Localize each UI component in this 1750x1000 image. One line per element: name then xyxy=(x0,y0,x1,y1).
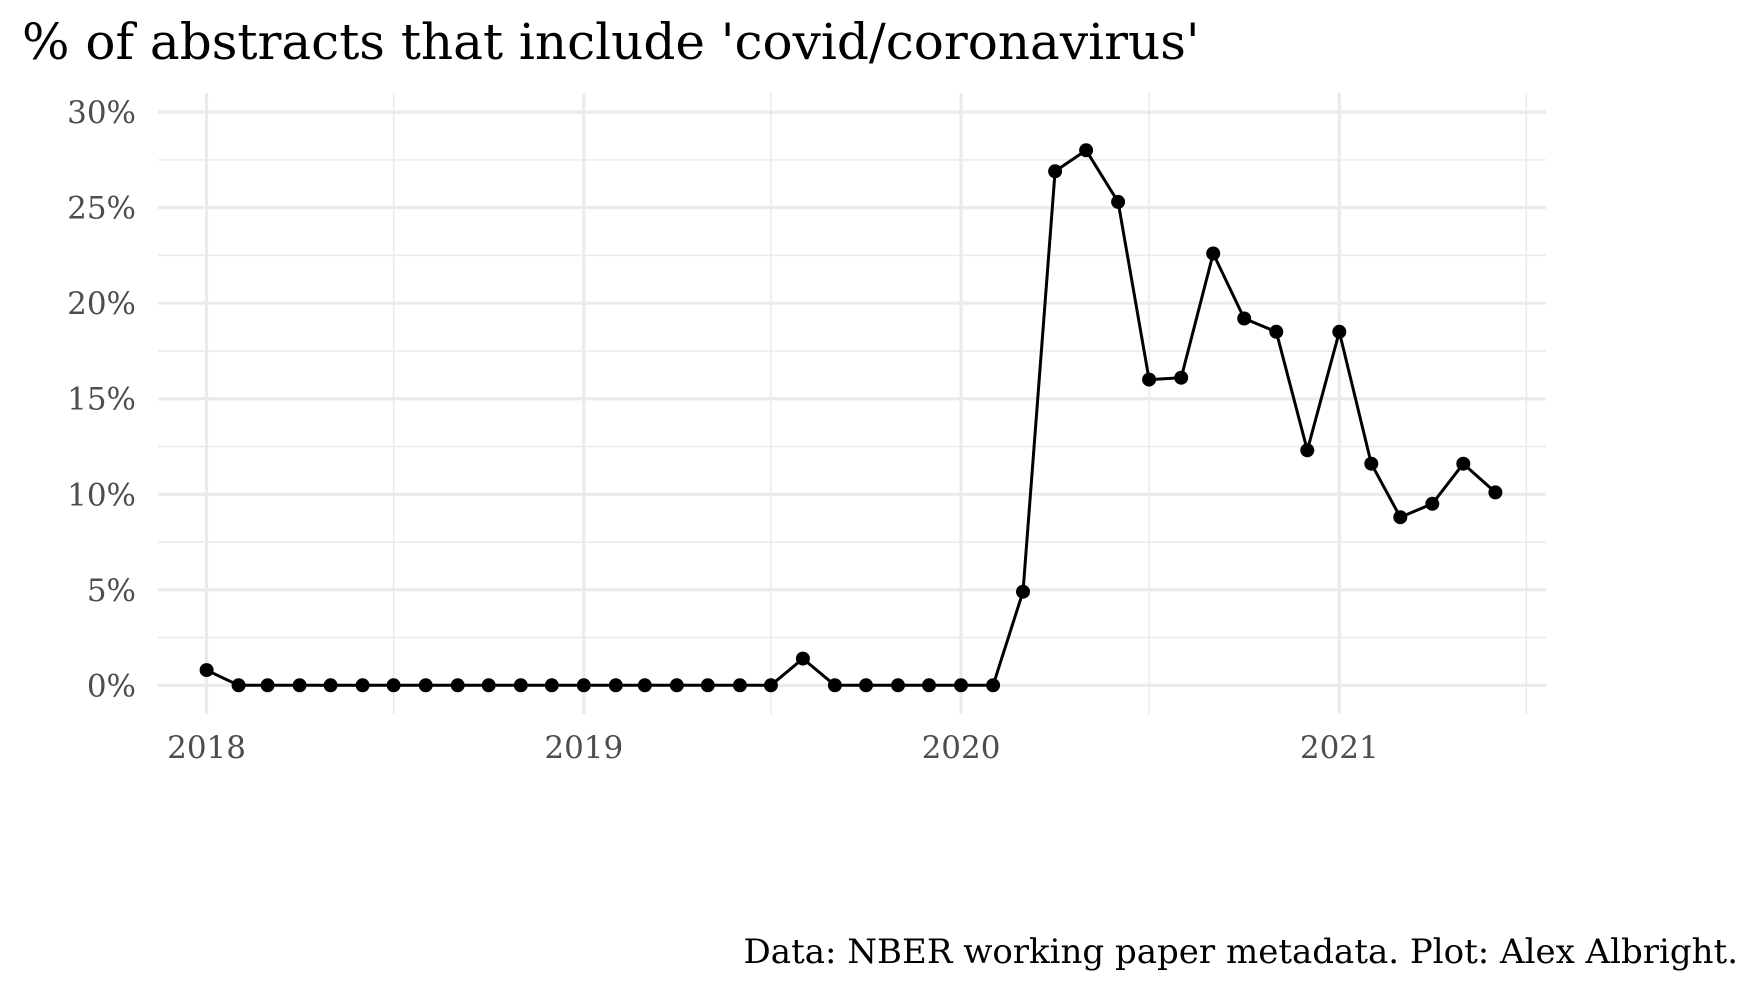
data-point xyxy=(1174,370,1189,385)
series-points-group xyxy=(199,143,1503,693)
chart-title: % of abstracts that include 'covid/coron… xyxy=(22,13,1200,71)
data-point xyxy=(637,678,652,693)
y-tick-label: 15% xyxy=(67,382,136,418)
minor-gridlines xyxy=(158,93,1546,714)
data-point xyxy=(827,678,842,693)
data-point xyxy=(386,678,401,693)
data-point xyxy=(608,678,623,693)
x-tick-label: 2020 xyxy=(922,730,1001,766)
data-point xyxy=(323,678,338,693)
data-point xyxy=(986,678,1001,693)
data-point xyxy=(1364,456,1379,471)
data-point xyxy=(1048,164,1063,179)
data-point xyxy=(260,678,275,693)
data-point xyxy=(669,678,684,693)
series-line-group xyxy=(205,148,1497,687)
data-point xyxy=(859,678,873,693)
y-tick-label: 20% xyxy=(67,286,136,322)
y-tick-label: 30% xyxy=(67,95,136,131)
data-point xyxy=(355,678,370,693)
data-point xyxy=(1269,324,1284,339)
data-point xyxy=(1425,496,1440,511)
data-point xyxy=(544,678,559,693)
y-tick-label: 25% xyxy=(67,191,136,227)
data-point xyxy=(199,663,214,678)
data-point xyxy=(891,678,905,693)
data-point xyxy=(450,678,465,693)
data-point xyxy=(1016,584,1030,599)
data-point xyxy=(1332,324,1347,339)
data-point xyxy=(1393,510,1408,525)
data-point xyxy=(1206,246,1221,261)
y-tick-label: 10% xyxy=(67,477,136,513)
data-point xyxy=(576,678,591,693)
data-point xyxy=(700,678,715,693)
data-point xyxy=(1142,372,1157,387)
chart-caption: Data: NBER working paper metadata. Plot:… xyxy=(743,932,1738,972)
data-point xyxy=(732,678,747,693)
data-point xyxy=(1111,194,1126,209)
data-point xyxy=(954,678,968,693)
y-tick-label: 5% xyxy=(87,573,136,609)
x-tick-label: 2021 xyxy=(1300,730,1379,766)
x-tick-label: 2019 xyxy=(544,730,623,766)
x-axis: 2018 2019 2020 2021 xyxy=(167,730,1379,766)
y-axis: 0% 5% 10% 15% 20% 25% 30% xyxy=(67,95,136,704)
data-point xyxy=(231,678,246,693)
data-point xyxy=(763,678,778,693)
data-point xyxy=(481,678,496,693)
data-point xyxy=(292,678,307,693)
data-point xyxy=(922,678,936,693)
data-point xyxy=(1300,443,1315,458)
data-point xyxy=(1079,143,1094,158)
data-point xyxy=(513,678,528,693)
major-gridlines xyxy=(158,93,1546,714)
series-line xyxy=(205,148,1497,687)
data-point xyxy=(1488,485,1503,500)
data-point xyxy=(795,651,810,666)
y-tick-label: 0% xyxy=(87,668,136,704)
data-point xyxy=(1237,311,1252,326)
data-point xyxy=(1456,456,1471,471)
x-tick-label: 2018 xyxy=(167,730,246,766)
data-point xyxy=(418,678,433,693)
